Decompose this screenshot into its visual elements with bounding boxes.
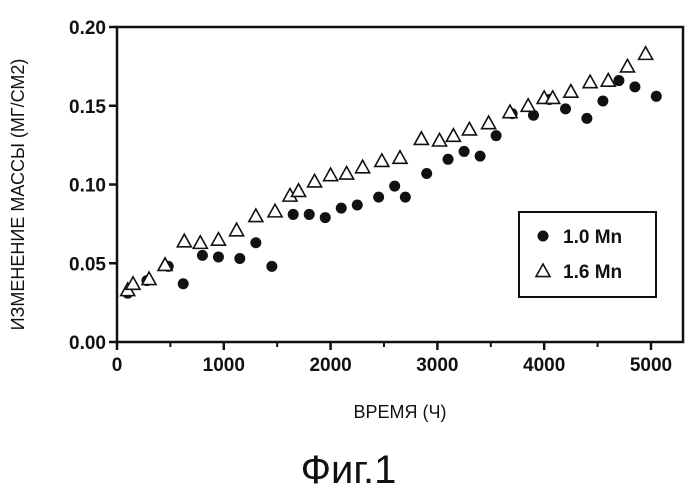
- y-tick-label: 0.10: [69, 176, 106, 197]
- data-point: [446, 129, 460, 142]
- data-point: [601, 74, 615, 87]
- data-point: [268, 204, 282, 217]
- data-point: [352, 199, 363, 210]
- data-point: [288, 209, 299, 220]
- data-point: [249, 209, 263, 222]
- x-tick-label: 3000: [416, 355, 458, 376]
- data-point: [266, 261, 277, 272]
- x-tick-label: 5000: [630, 355, 672, 376]
- x-tick-label: 4000: [523, 355, 565, 376]
- legend-label: 1.0 Mn: [563, 227, 622, 248]
- figure-caption: Фиг.1: [0, 448, 697, 493]
- data-point: [389, 181, 400, 192]
- x-tick-label: 2000: [309, 355, 351, 376]
- data-point: [320, 212, 331, 223]
- data-point: [462, 122, 476, 135]
- data-point: [336, 203, 347, 214]
- data-point: [340, 166, 354, 179]
- data-point: [400, 192, 411, 203]
- data-point: [193, 236, 207, 249]
- x-axis-label: ВРЕМЯ (Ч): [354, 402, 447, 422]
- data-point: [629, 81, 640, 92]
- legend-marker: [538, 231, 549, 242]
- y-axis-label: ИЗМЕНЕНИЕ МАССЫ (МГ/СМ2): [8, 59, 28, 331]
- data-point: [620, 59, 634, 72]
- data-point: [230, 223, 244, 236]
- data-point: [639, 47, 653, 60]
- data-point: [234, 253, 245, 264]
- data-point: [414, 132, 428, 145]
- data-point: [560, 103, 571, 114]
- data-point: [581, 113, 592, 124]
- data-point: [433, 133, 447, 146]
- data-point: [393, 151, 407, 164]
- legend: 1.0 Mn 1.6 Mn: [519, 212, 656, 297]
- data-point: [521, 99, 535, 112]
- data-point: [292, 184, 306, 197]
- data-point: [213, 251, 224, 262]
- data-point: [324, 168, 338, 181]
- data-point: [421, 168, 432, 179]
- x-tick-label: 0: [112, 355, 123, 376]
- data-point: [651, 91, 662, 102]
- y-tick-label: 0.20: [69, 18, 106, 39]
- data-point: [250, 237, 261, 248]
- data-point: [211, 233, 225, 246]
- data-point: [308, 174, 322, 187]
- data-point: [443, 154, 454, 165]
- x-axis-ticks: 0 1000 2000 3000 4000 5000: [112, 342, 672, 376]
- data-point: [482, 116, 496, 129]
- data-point: [304, 209, 315, 220]
- legend-label: 1.6 Mn: [563, 262, 622, 283]
- data-point: [564, 85, 578, 98]
- data-point: [373, 192, 384, 203]
- y-axis-ticks: 0.00 0.05 0.10 0.15 0.20: [69, 18, 117, 354]
- data-point: [356, 160, 370, 173]
- data-point: [459, 146, 470, 157]
- y-tick-label: 0.15: [69, 97, 106, 118]
- data-point: [491, 130, 502, 141]
- data-point: [178, 278, 189, 289]
- data-point: [583, 75, 597, 88]
- data-point: [375, 154, 389, 167]
- data-point: [475, 151, 486, 162]
- data-point: [597, 96, 608, 107]
- data-point: [177, 234, 191, 247]
- x-tick-label: 1000: [203, 355, 245, 376]
- y-tick-label: 0.00: [69, 333, 106, 354]
- y-tick-label: 0.05: [69, 254, 106, 275]
- data-point: [197, 250, 208, 261]
- legend-box: [519, 212, 656, 297]
